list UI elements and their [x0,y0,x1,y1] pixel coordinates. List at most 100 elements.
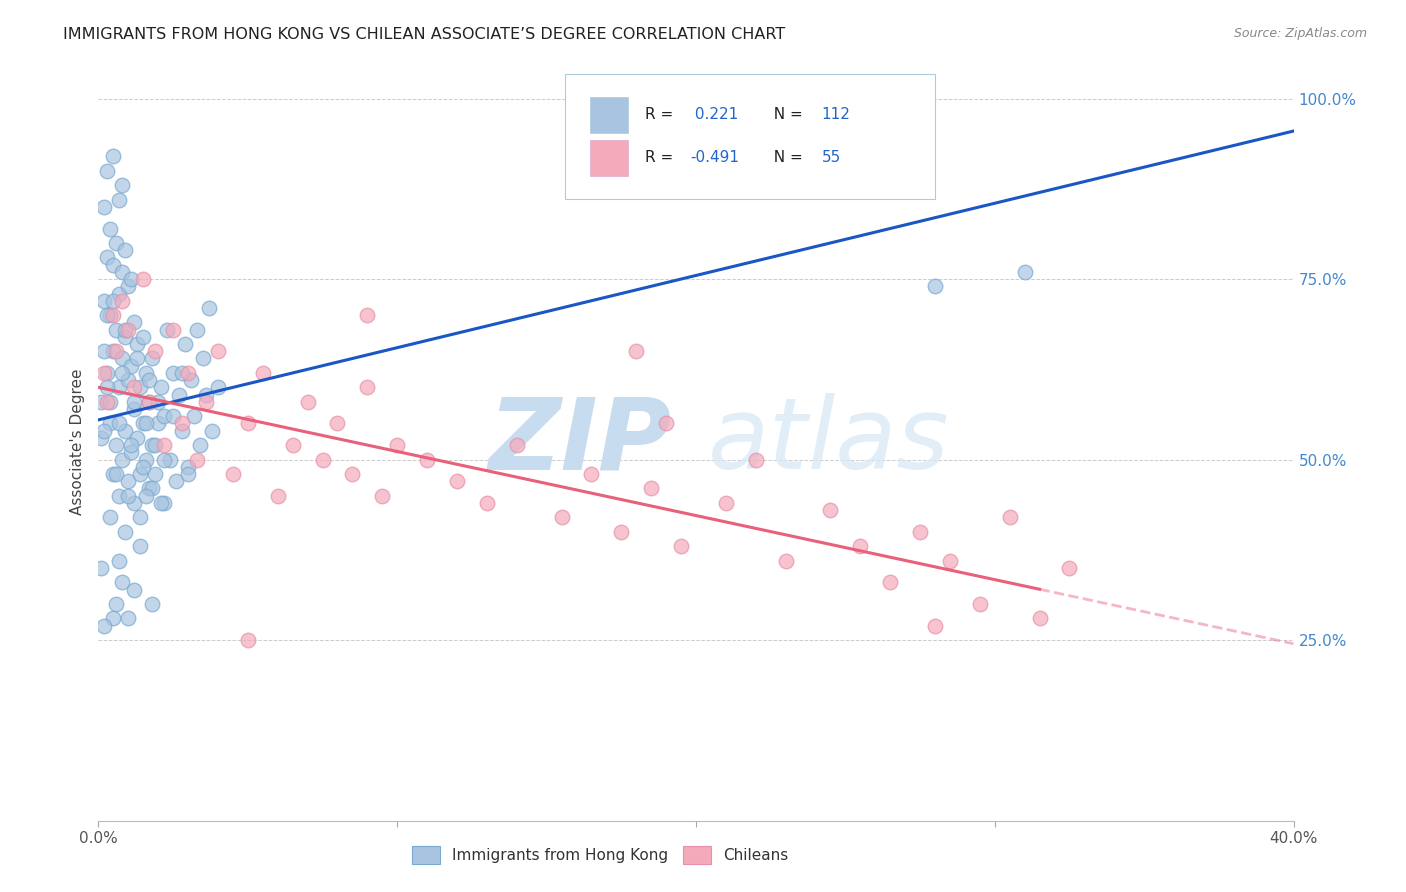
Point [129,380,152,394]
Point [141,351,163,366]
Point [191,351,214,366]
Point [98,510,122,524]
Point [117,611,139,625]
FancyBboxPatch shape [589,96,628,133]
Point [143,467,166,481]
Point [135,452,157,467]
Point [96,380,118,394]
Point [96,251,118,265]
Point [90,561,112,575]
Point [148,417,170,431]
Point [159,452,181,467]
Point [111,452,134,467]
Point [124,582,146,597]
Point [98,221,122,235]
Point [98,308,122,322]
Point [281,438,304,452]
Point [120,272,142,286]
Point [124,380,146,394]
Y-axis label: Associate's Degree: Associate's Degree [69,368,84,515]
Point [177,366,200,380]
Point [236,417,259,431]
Point [924,279,946,293]
Point [111,366,134,380]
Point [127,431,149,445]
Point [356,308,378,322]
Point [610,524,633,539]
Point [108,417,131,431]
Point [129,510,152,524]
Point [640,482,662,496]
Point [311,452,333,467]
Point [132,459,155,474]
Point [506,438,529,452]
Point [117,279,139,293]
Point [132,330,155,344]
Point [172,417,194,431]
FancyBboxPatch shape [565,74,935,199]
Point [138,482,160,496]
Point [267,489,290,503]
Point [93,344,115,359]
Text: R =: R = [644,151,678,166]
Point [207,344,229,359]
Point [98,394,122,409]
Point [141,597,163,611]
Point [135,366,157,380]
Point [180,373,202,387]
Point [120,438,142,452]
Legend: Immigrants from Hong Kong, Chileans: Immigrants from Hong Kong, Chileans [406,840,794,870]
Point [105,323,128,337]
Point [195,394,218,409]
Point [111,575,134,590]
Point [153,496,176,510]
Point [141,438,163,452]
Point [124,394,146,409]
Text: N =: N = [763,107,807,122]
Point [1028,611,1050,625]
Point [371,489,394,503]
Point [201,424,224,438]
Text: ZIP: ZIP [489,393,672,490]
Point [117,373,139,387]
Point [138,394,160,409]
Point [153,409,176,424]
Point [105,438,128,452]
Point [172,424,194,438]
Point [188,438,211,452]
Point [385,438,409,452]
Point [117,475,139,489]
Point [153,452,176,467]
Point [120,359,142,373]
Point [108,193,131,207]
Point [669,539,692,553]
Point [93,366,115,380]
Point [108,380,131,394]
Point [820,503,842,517]
Text: Source: ZipAtlas.com: Source: ZipAtlas.com [1233,27,1367,40]
Point [108,286,131,301]
Point [165,475,187,489]
Point [111,351,134,366]
Point [111,265,134,279]
Point [98,417,122,431]
Point [114,243,136,257]
Point [150,380,173,394]
Text: 55: 55 [821,151,841,166]
Point [195,387,218,401]
Point [198,301,221,315]
Point [150,496,173,510]
Point [908,524,931,539]
Point [655,417,678,431]
Point [148,394,170,409]
Point [129,539,152,553]
Point [93,424,115,438]
Point [162,409,184,424]
Point [117,323,139,337]
Point [141,482,163,496]
Point [108,554,131,568]
Point [103,344,125,359]
Point [96,308,118,322]
Point [127,337,149,351]
Point [924,618,946,632]
